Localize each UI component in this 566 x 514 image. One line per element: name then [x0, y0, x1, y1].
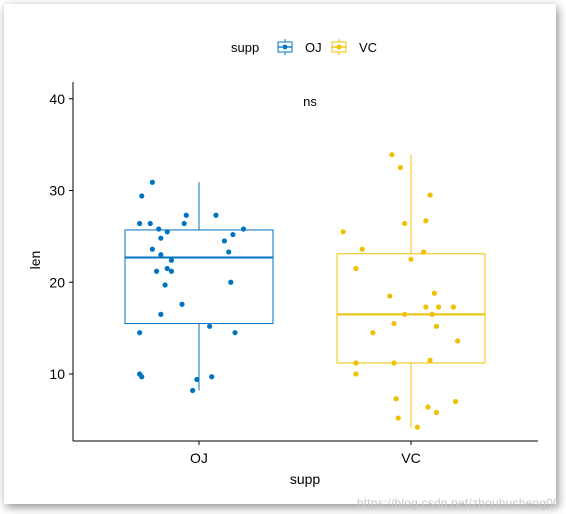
data-point-oj — [158, 311, 164, 317]
data-point-vc — [452, 398, 459, 405]
data-point-vc — [397, 164, 403, 171]
data-point-vc — [435, 304, 442, 310]
data-point-oj — [164, 265, 170, 272]
data-point-vc — [433, 409, 440, 416]
x-tick-label: VC — [401, 450, 420, 466]
data-point-vc — [393, 396, 399, 402]
x-axis-title: supp — [290, 471, 321, 487]
data-point-vc — [353, 371, 359, 377]
data-point-vc — [402, 220, 408, 227]
data-point-oj — [194, 376, 200, 383]
data-point-oj — [158, 235, 164, 241]
data-point-oj — [137, 330, 143, 336]
data-point-oj — [228, 279, 234, 285]
data-point-vc — [391, 360, 397, 366]
data-point-oj — [213, 212, 219, 218]
data-point-oj — [226, 249, 232, 255]
iqr-box — [336, 253, 486, 364]
data-point-oj — [221, 238, 228, 244]
data-point-vc — [353, 265, 359, 272]
data-point-vc — [340, 229, 346, 235]
data-point-oj — [183, 212, 189, 218]
data-point-vc — [455, 338, 461, 344]
data-point-oj — [209, 374, 215, 380]
data-point-oj — [137, 220, 143, 227]
data-point-vc — [414, 424, 420, 430]
data-point-vc — [402, 311, 408, 317]
legend-label: OJ — [305, 40, 322, 55]
data-point-oj — [232, 330, 238, 336]
data-point-vc — [427, 357, 433, 363]
data-point-oj — [179, 301, 185, 307]
data-point-oj — [168, 268, 175, 274]
data-point-vc — [429, 311, 435, 317]
data-point-vc — [423, 304, 429, 310]
legend-key-point — [336, 44, 342, 50]
significance-annotation: ns — [303, 94, 317, 109]
legend-key-vc: VC — [331, 39, 377, 55]
data-point-vc — [408, 256, 414, 262]
data-point-oj — [139, 374, 145, 380]
x-tick-label: OJ — [190, 450, 208, 466]
data-point-vc — [431, 290, 437, 296]
data-point-oj — [181, 220, 187, 227]
y-tick-label: 40 — [49, 91, 65, 107]
y-tick-label: 10 — [49, 366, 65, 382]
data-point-oj — [207, 323, 213, 329]
data-point-vc — [359, 246, 365, 252]
iqr-box — [124, 229, 274, 325]
data-point-oj — [147, 220, 153, 227]
data-point-vc — [370, 330, 376, 336]
data-point-vc — [391, 320, 397, 327]
box-oj — [124, 182, 274, 391]
data-point-oj — [164, 229, 170, 235]
data-point-oj — [230, 231, 236, 238]
legend-title: supp — [231, 40, 259, 55]
data-point-oj — [139, 193, 145, 199]
data-point-oj — [240, 226, 247, 232]
legend-key-oj: OJ — [277, 39, 322, 55]
data-point-oj — [168, 257, 175, 263]
data-point-oj — [162, 282, 168, 288]
y-axis-title: len — [27, 251, 43, 270]
data-point-oj — [190, 387, 196, 394]
data-point-vc — [450, 304, 456, 310]
legend-label: VC — [359, 40, 377, 55]
data-point-vc — [433, 323, 440, 329]
data-point-oj — [156, 226, 162, 232]
data-point-vc — [425, 404, 431, 410]
data-point-oj — [154, 268, 160, 274]
data-point-vc — [423, 218, 429, 224]
data-point-vc — [427, 192, 433, 198]
data-point-vc — [421, 249, 427, 255]
data-point-oj — [158, 252, 164, 258]
legend: supp OJ VC — [231, 39, 377, 55]
data-point-oj — [149, 246, 155, 252]
data-point-vc — [389, 152, 395, 158]
watermark: https://blog.csdn.net/zhouhucheng00 — [356, 496, 560, 510]
data-point-vc — [353, 360, 359, 366]
data-point-oj — [149, 179, 155, 185]
box-vc — [336, 154, 486, 428]
data-point-vc — [395, 415, 401, 421]
data-point-vc — [387, 293, 393, 299]
y-tick-label: 30 — [49, 183, 65, 199]
legend-key-point — [282, 44, 288, 50]
y-tick-label: 20 — [49, 274, 65, 290]
